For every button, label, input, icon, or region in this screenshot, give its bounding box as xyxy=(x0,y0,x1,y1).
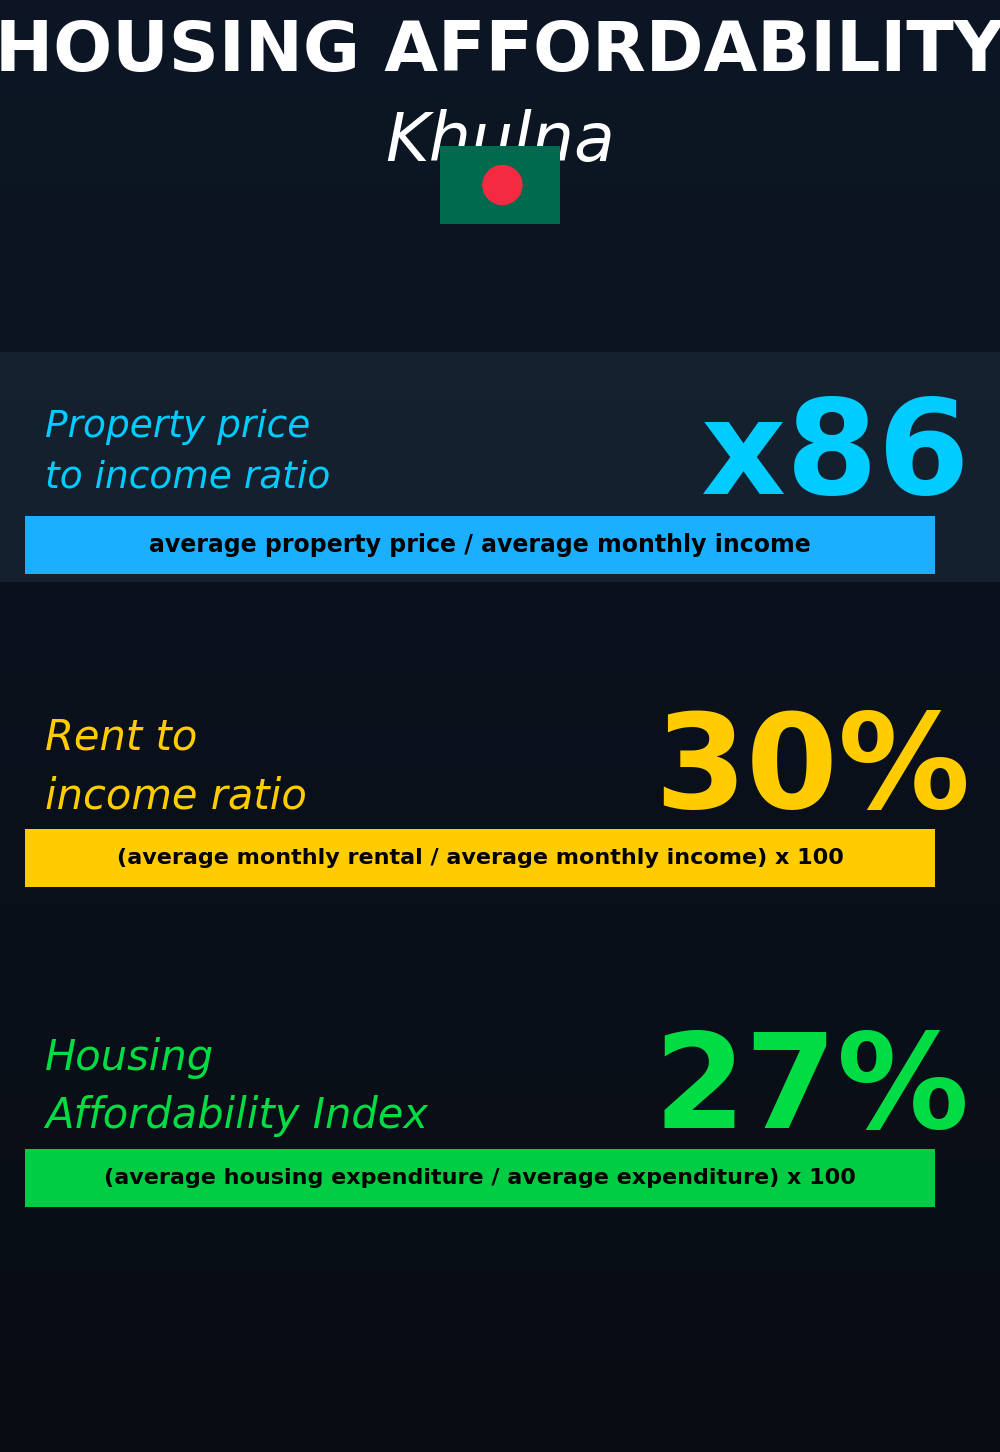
Text: HOUSING AFFORDABILITY: HOUSING AFFORDABILITY xyxy=(0,19,1000,86)
Bar xyxy=(25,515,935,574)
Circle shape xyxy=(483,166,522,205)
Text: (average housing expenditure / average expenditure) x 100: (average housing expenditure / average e… xyxy=(104,1167,856,1188)
Bar xyxy=(0,351,1000,582)
Text: Property price
to income ratio: Property price to income ratio xyxy=(45,409,330,495)
Bar xyxy=(440,147,560,224)
Text: Housing
Affordability Index: Housing Affordability Index xyxy=(45,1037,428,1137)
Bar xyxy=(25,1149,935,1207)
Text: Rent to
income ratio: Rent to income ratio xyxy=(45,717,307,817)
Text: x86: x86 xyxy=(701,393,970,520)
Text: Khulna: Khulna xyxy=(385,109,615,176)
Text: 27%: 27% xyxy=(654,1028,970,1156)
Text: average property price / average monthly income: average property price / average monthly… xyxy=(149,533,811,558)
Text: 30%: 30% xyxy=(654,709,970,835)
Bar xyxy=(25,829,935,887)
Text: (average monthly rental / average monthly income) x 100: (average monthly rental / average monthl… xyxy=(117,848,843,868)
